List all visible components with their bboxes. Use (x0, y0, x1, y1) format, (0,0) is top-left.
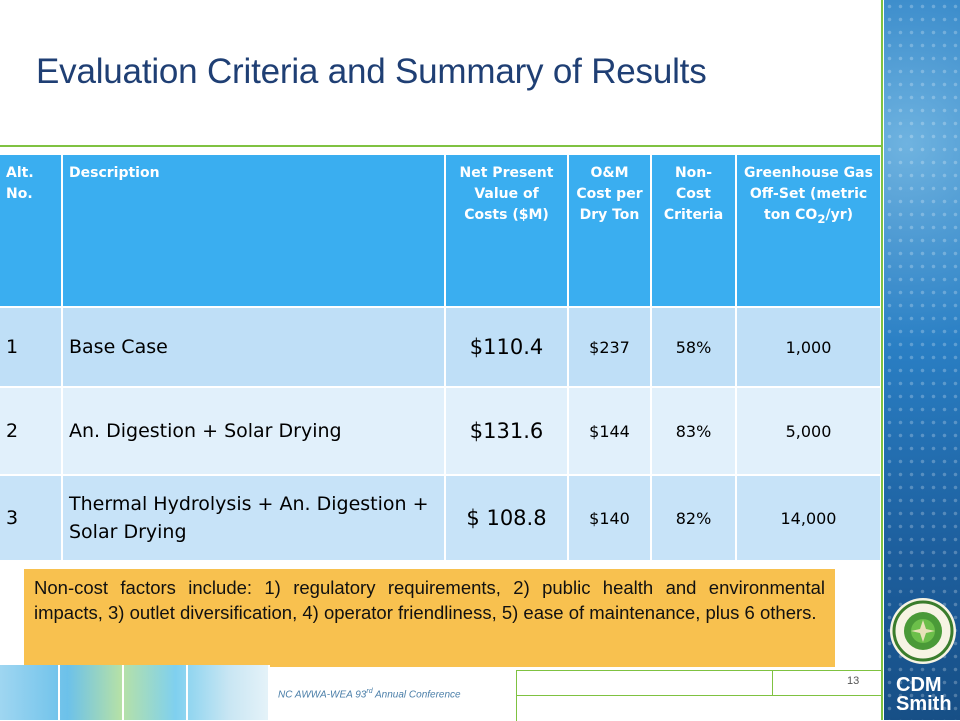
header-ghg-suffix: /yr) (825, 207, 853, 223)
cell-non-cost: 82% (651, 474, 737, 560)
header-alt-no: Alt. No. (0, 155, 63, 307)
cell-ghg: 5,000 (736, 386, 880, 475)
header-description: Description (62, 155, 446, 307)
cell-ghg: 14,000 (736, 474, 880, 560)
logo-line-1: CDM (896, 674, 942, 696)
cell-ghg: 1,000 (736, 306, 880, 387)
table-row: 1 Base Case $110.4 $237 58% 1,000 (0, 306, 880, 387)
conference-name-text: NC AWWA-WEA 93 (278, 689, 367, 701)
header-ghg: Greenhouse Gas Off-Set (metric ton CO2/y… (736, 155, 880, 307)
cell-alt: 3 (0, 474, 63, 560)
conference-superscript: rd (366, 688, 373, 695)
conference-name: NC AWWA-WEA 93rd Annual Conference (278, 688, 461, 700)
cell-description: Base Case (62, 306, 446, 387)
header-ghg-text: Greenhouse Gas Off-Set (metric ton CO (744, 165, 873, 223)
city-seal-icon (890, 598, 956, 664)
header-npv: Net Present Value of Costs ($M) (445, 155, 569, 307)
title-divider-line (0, 145, 883, 147)
header-non-cost: Non-Cost Criteria (651, 155, 737, 307)
cell-description: Thermal Hydrolysis + An. Digestion + Sol… (62, 474, 446, 560)
results-table: Alt. No. Description Net Present Value o… (0, 155, 880, 560)
cell-npv: $131.6 (445, 386, 569, 475)
right-decorative-panel (884, 0, 960, 720)
cell-non-cost: 83% (651, 386, 737, 475)
non-cost-factors-note: Non-cost factors include: 1) regulatory … (24, 569, 835, 667)
cell-npv: $ 108.8 (445, 474, 569, 560)
header-ghg-subscript: 2 (817, 211, 826, 226)
footer-photo-strip (0, 665, 270, 720)
cell-alt: 1 (0, 306, 63, 387)
vertical-accent-line (881, 0, 883, 720)
header-om-cost: O&M Cost per Dry Ton (568, 155, 652, 307)
cell-om-cost: $237 (568, 306, 652, 387)
table-header-row: Alt. No. Description Net Present Value o… (0, 155, 880, 307)
cell-om-cost: $144 (568, 386, 652, 475)
cell-alt: 2 (0, 386, 63, 475)
cell-npv: $110.4 (445, 306, 569, 387)
table-row: 2 An. Digestion + Solar Drying $131.6 $1… (0, 386, 880, 475)
cell-om-cost: $140 (568, 474, 652, 560)
slide-title: Evaluation Criteria and Summary of Resul… (36, 52, 707, 91)
cell-non-cost: 58% (651, 306, 737, 387)
cell-description: An. Digestion + Solar Drying (62, 386, 446, 475)
cdm-smith-logo: CDM Smith (896, 674, 952, 715)
conference-name-suffix: Annual Conference (372, 689, 461, 701)
logo-line-2: Smith (896, 693, 952, 715)
table-row: 3 Thermal Hydrolysis + An. Digestion + S… (0, 474, 880, 560)
page-number: 13 (847, 675, 860, 687)
footer-grid (516, 670, 882, 721)
